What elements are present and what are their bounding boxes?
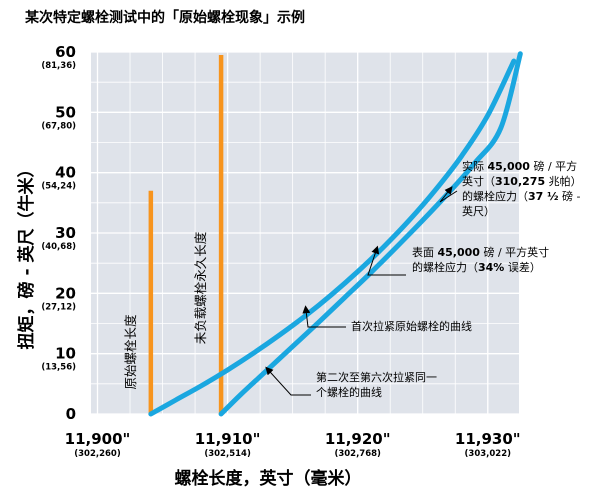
annotation-text: 英尺） xyxy=(462,204,495,218)
annotation-text: 实际 45,000 磅 / 平方 xyxy=(462,159,577,173)
annotation-text: 英寸（310,275 兆帕） xyxy=(462,174,582,188)
y-axis-label: 扭矩，磅 - 英尺（牛米） xyxy=(16,161,37,350)
x-tick-sublabel: (302,514) xyxy=(204,449,251,459)
chart-title: 某次特定螺栓测试中的「原始螺栓现象」示例 xyxy=(25,9,305,26)
vertical-marker-label: 原始螺栓长度 xyxy=(123,314,138,390)
x-tick-label: 11,930" xyxy=(455,430,521,448)
y-tick-label: 0 xyxy=(66,405,76,423)
annotation-leader xyxy=(439,186,458,203)
annotation-text: 表面 45,000 磅 / 平方英寸 xyxy=(412,245,549,259)
grid xyxy=(91,51,519,415)
y-tick-label: 40 xyxy=(55,164,76,182)
y-tick-label: 60 xyxy=(55,43,76,61)
x-tick-sublabel: (303,022) xyxy=(465,449,512,459)
y-tick-label: 50 xyxy=(55,103,76,121)
annotation-text: 首次拉紧原始螺栓的曲线 xyxy=(351,319,472,333)
annotation-text: 个螺栓的曲线 xyxy=(316,385,382,399)
y-tick-sublabel: (13,56) xyxy=(41,363,76,373)
annotation-text: 第二次至第六次拉紧同一 xyxy=(316,370,437,384)
y-tick-sublabel: (54,24) xyxy=(41,182,76,192)
y-tick-label: 20 xyxy=(55,284,76,302)
y-tick-sublabel: (40,68) xyxy=(41,242,76,252)
series-line xyxy=(148,58,517,417)
vertical-markers: 原始螺栓长度 未负载螺栓永久长度 xyxy=(123,55,224,414)
annotation-text: 的螺栓应力（37 ½ 磅 - xyxy=(462,189,581,203)
x-tick-label: 11,900" xyxy=(65,430,131,448)
annotation-leader xyxy=(302,305,346,328)
y-axis-ticks: 010(13,56)20(27,12)30(40,68)40(54,24)50(… xyxy=(41,43,76,423)
x-tick-sublabel: (302,768) xyxy=(334,449,381,459)
y-tick-label: 10 xyxy=(55,345,76,363)
annotation-leader xyxy=(265,366,311,396)
vertical-marker-label: 未负载螺栓永久长度 xyxy=(193,231,208,344)
x-axis-ticks: 11,900"(302,260)11,910"(302,514)11,920"(… xyxy=(65,430,521,459)
x-tick-label: 11,910" xyxy=(195,430,261,448)
annotations: 实际 45,000 磅 / 平方英寸（310,275 兆帕）的螺栓应力（37 ½… xyxy=(265,159,582,399)
x-tick-label: 11,920" xyxy=(325,430,391,448)
annotation-text: 的螺栓应力（34% 误差） xyxy=(412,260,541,274)
y-tick-label: 30 xyxy=(55,224,76,242)
x-tick-sublabel: (302,260) xyxy=(74,449,121,459)
y-tick-sublabel: (81,36) xyxy=(41,61,76,71)
y-tick-sublabel: (67,80) xyxy=(41,121,76,131)
annotation-leader xyxy=(367,245,406,276)
x-axis-label: 螺栓长度，英寸（毫米） xyxy=(175,468,362,489)
y-tick-sublabel: (27,12) xyxy=(41,302,76,312)
